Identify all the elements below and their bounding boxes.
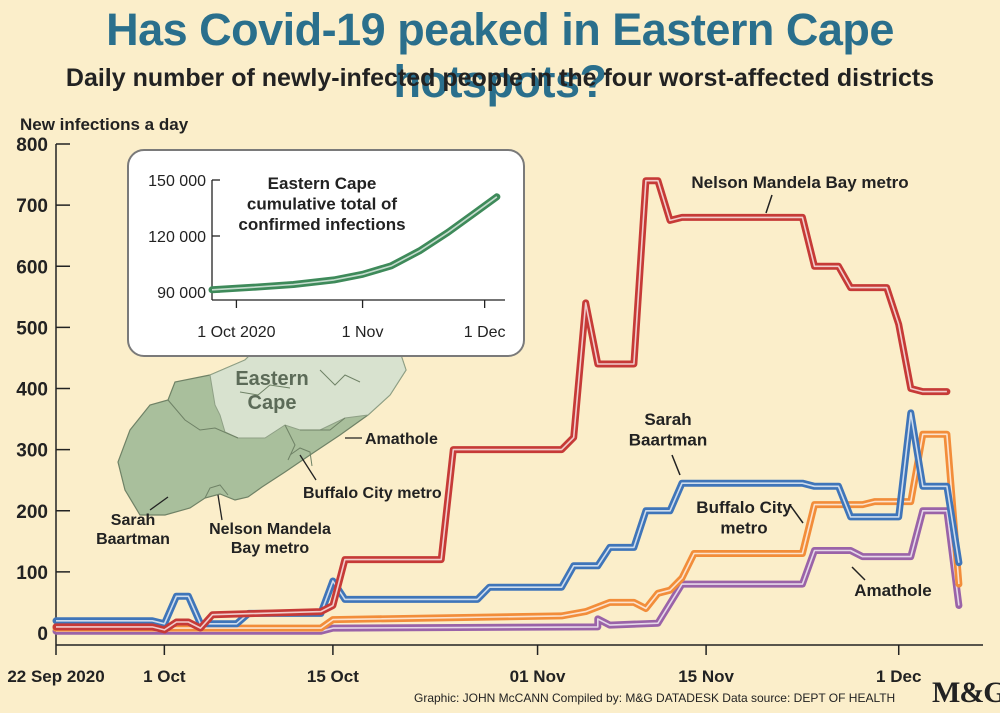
x-tick-label: 01 Nov: [510, 667, 566, 686]
inset-x-tick-label: 1 Oct 2020: [197, 324, 275, 341]
y-axis-title: New infections a day: [20, 115, 189, 134]
inset-x-tick-label: 1 Nov: [342, 324, 384, 341]
inset-y-tick-label: 120 000: [148, 229, 206, 246]
map-label-amathole: Amathole: [365, 431, 438, 448]
x-tick-label: 15 Oct: [307, 667, 359, 686]
inset-title: Eastern Cape cumulative total of confirmed…: [238, 174, 405, 234]
annotation-leader: [851, 566, 866, 581]
inset-y-tick-label: 90 000: [157, 285, 206, 302]
map-leader: [149, 496, 169, 511]
chart-title: Has Covid-19 peaked in Eastern Cape hots…: [106, 4, 894, 107]
series-nelson-mandela-bay-metro: [52, 177, 951, 634]
y-tick-label: 600: [16, 257, 48, 278]
annotation-leader: [765, 194, 773, 214]
y-tick-label: 800: [16, 135, 48, 156]
map-district-borders: [167, 369, 361, 499]
series-layer: [52, 177, 963, 635]
y-tick-label: 200: [16, 502, 48, 523]
series-amathole: [52, 507, 963, 635]
y-tick-label: 100: [16, 563, 48, 584]
inset-panel: [127, 149, 525, 357]
eastern-cape-map: Eastern Cape Amathole Buffalo City metro Sar…: [96, 337, 442, 557]
annotation-leader: [789, 504, 804, 524]
series-line-highlight: [56, 179, 947, 631]
main-axis: 800 700 600 500 400 300 200 100 0 22 Sep 2020 1 Oc…: [7, 135, 983, 686]
annotation-amathole: Amathole: [854, 581, 931, 600]
annotation-nelson-mandela: Nelson Mandela Bay metro: [691, 173, 908, 192]
annotation-leader: [671, 454, 681, 476]
x-tick-label: 15 Nov: [678, 667, 734, 686]
inset-chart: 150 000 120 000 90 000 1 Oct 2020 1 Nov 1 Dec…: [127, 149, 525, 357]
inset-y-tick-label: 150 000: [148, 173, 206, 190]
map-label-eastern-cape: Eastern Cape: [235, 368, 308, 414]
series-line-highlight: [56, 412, 960, 625]
map-label-sarah-baartman: Sarah Baartman: [96, 512, 170, 548]
series-sarah-baartman: [52, 409, 963, 628]
annotation-buffalo-city: Buffalo City metro: [696, 498, 792, 537]
y-tick-label: 0: [37, 624, 48, 645]
map-leader: [299, 454, 317, 481]
inset-series-highlight: [211, 196, 498, 291]
map-label-nelson-mandela: Nelson Mandela Bay metro: [209, 521, 331, 557]
y-tick-label: 500: [16, 318, 48, 339]
y-tick-label: 400: [16, 380, 48, 401]
x-tick-label: 22 Sep 2020: [7, 667, 104, 686]
annotation-sarah-baartman: Sarah Baartman: [629, 410, 707, 449]
x-tick-label: 1 Dec: [876, 667, 921, 686]
map-label-buffalo-city: Buffalo City metro: [303, 485, 442, 502]
inset-x-tick-label: 1 Dec: [464, 324, 506, 341]
series-line: [52, 507, 963, 635]
footer-credits: Graphic: JOHN McCANN Compiled by: M&G DA…: [414, 691, 896, 705]
y-tick-label: 300: [16, 441, 48, 462]
series-line-highlight: [56, 509, 960, 633]
y-tick-label: 700: [16, 196, 48, 217]
chart-subtitle: Daily number of newly-infected people in…: [65, 64, 935, 92]
annotation-layer: Nelson Mandela Bay metro Sarah Baartman Buf…: [629, 173, 932, 600]
x-tick-label: 1 Oct: [143, 667, 186, 686]
mg-logo: M&G: [932, 676, 1000, 709]
map-leader: [217, 494, 223, 521]
